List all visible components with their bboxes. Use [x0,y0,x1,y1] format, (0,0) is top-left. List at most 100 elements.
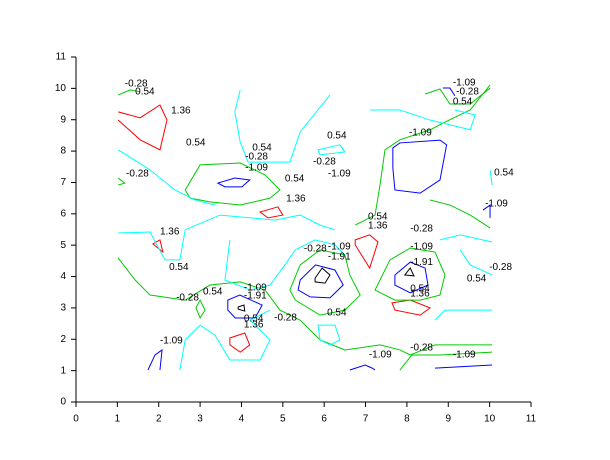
y-tick-label: 0 [60,397,66,408]
contour-line [459,249,493,276]
contour-label: 0.54 [285,174,305,185]
contour-line [434,309,493,321]
contour-line [184,162,281,206]
contour-label: 0.54 [244,314,264,325]
x-tick-label: 2 [156,414,162,425]
contour-line [391,299,432,316]
contour-line [195,298,206,320]
y-tick-label: 4 [60,271,66,282]
contour-label: 1.36 [286,194,306,205]
contour-line [229,332,251,353]
y-tick-label: 6 [60,208,66,219]
contour-line [317,324,341,346]
contour-line [424,87,491,105]
contour-label: -0.28 [126,169,149,180]
contour-label: 1.36 [368,221,388,232]
contour-label: -1.09 [409,128,432,139]
contour-line [216,177,251,188]
x-tick-label: 5 [280,414,286,425]
x-tick-label: 8 [404,414,410,425]
contour-line [237,304,246,312]
contour-line [489,169,493,186]
contour-line [394,261,429,294]
contour-line [117,257,493,356]
contour-label: 1.36 [244,319,264,330]
contour-label: -1.09 [410,242,433,253]
contour-label: 1.36 [160,227,180,238]
contour-label: -1.91 [410,257,433,268]
x-tick-label: 4 [239,414,245,425]
contour-line [224,239,346,291]
contour-line [349,364,376,371]
x-tick-label: 6 [321,414,327,425]
contour-line [317,144,346,156]
contour-line [152,239,164,254]
contour-label: 1.36 [410,289,430,300]
y-tick-label: 3 [60,303,66,314]
contour-label: -1.09 [485,199,508,210]
contour-label: -1.09 [369,350,392,361]
contour-label: 0.54 [327,131,347,142]
contour-label: -0.28 [410,224,433,235]
y-tick-label: 1 [60,365,66,376]
x-tick-label: 10 [484,414,496,425]
contour-line [429,199,491,229]
contour-line [314,267,331,284]
contour-label: 0.54 [453,96,473,107]
contour-line [118,214,336,261]
y-tick-label: 2 [60,334,66,345]
contour-label: -1.09 [245,163,268,174]
contour-line [439,234,493,243]
contour-label: 0.54 [368,212,388,223]
contour-label: -0.28 [304,244,327,255]
contour-label: -1.91 [244,291,267,302]
contour-label: 0.54 [327,308,347,319]
contour-line [370,109,476,131]
contour-label: 0.54 [186,138,206,149]
contour-line [354,234,379,270]
contour-label: 0.54 [410,284,430,295]
contour-label: -1.09 [160,335,183,346]
contour-label: -0.28 [245,152,268,163]
contour-label: 0.54 [169,262,189,273]
x-tick-label: 7 [363,414,369,425]
contour-label: 0.54 [494,168,514,179]
contour-label: -0.28 [274,313,297,324]
contour-line [147,348,163,371]
contour-label: -1.91 [328,252,351,263]
contour-label: 0.54 [203,287,223,298]
x-tick-label: 11 [526,414,537,425]
contour-line [117,89,141,96]
contour-label: -1.09 [328,169,351,180]
contour-label: 0.54 [135,86,155,97]
contour-label: -0.28 [313,157,336,168]
contour-line [258,206,284,219]
contour-line [117,177,126,186]
contour-line [435,364,493,369]
contour-line [117,104,168,151]
x-tick-label: 0 [73,414,79,425]
contour-label: -0.28 [125,79,148,90]
contour-label: -1.09 [328,242,351,253]
x-tick-label: 1 [115,414,121,425]
contour-label: -1.09 [453,78,476,89]
y-tick-label: 9 [60,114,66,125]
contour-label: -0.28 [410,343,433,354]
contour-line [399,351,493,371]
contour-label: 1.36 [171,106,191,117]
contour-label: -0.28 [489,262,512,273]
contour-line [117,149,216,206]
contour-label: -0.28 [456,86,479,97]
contour-label: -1.09 [244,282,267,293]
contour-line [374,247,446,301]
contour-line [289,249,361,316]
y-tick-label: 11 [56,52,67,63]
contour-label: -1.09 [453,350,476,361]
y-tick-label: 7 [60,177,66,188]
y-tick-label: 8 [60,146,66,157]
contour-line [354,84,491,226]
contour-label: 0.54 [467,274,487,285]
contour-line [482,204,491,218]
contour-line [234,89,331,163]
